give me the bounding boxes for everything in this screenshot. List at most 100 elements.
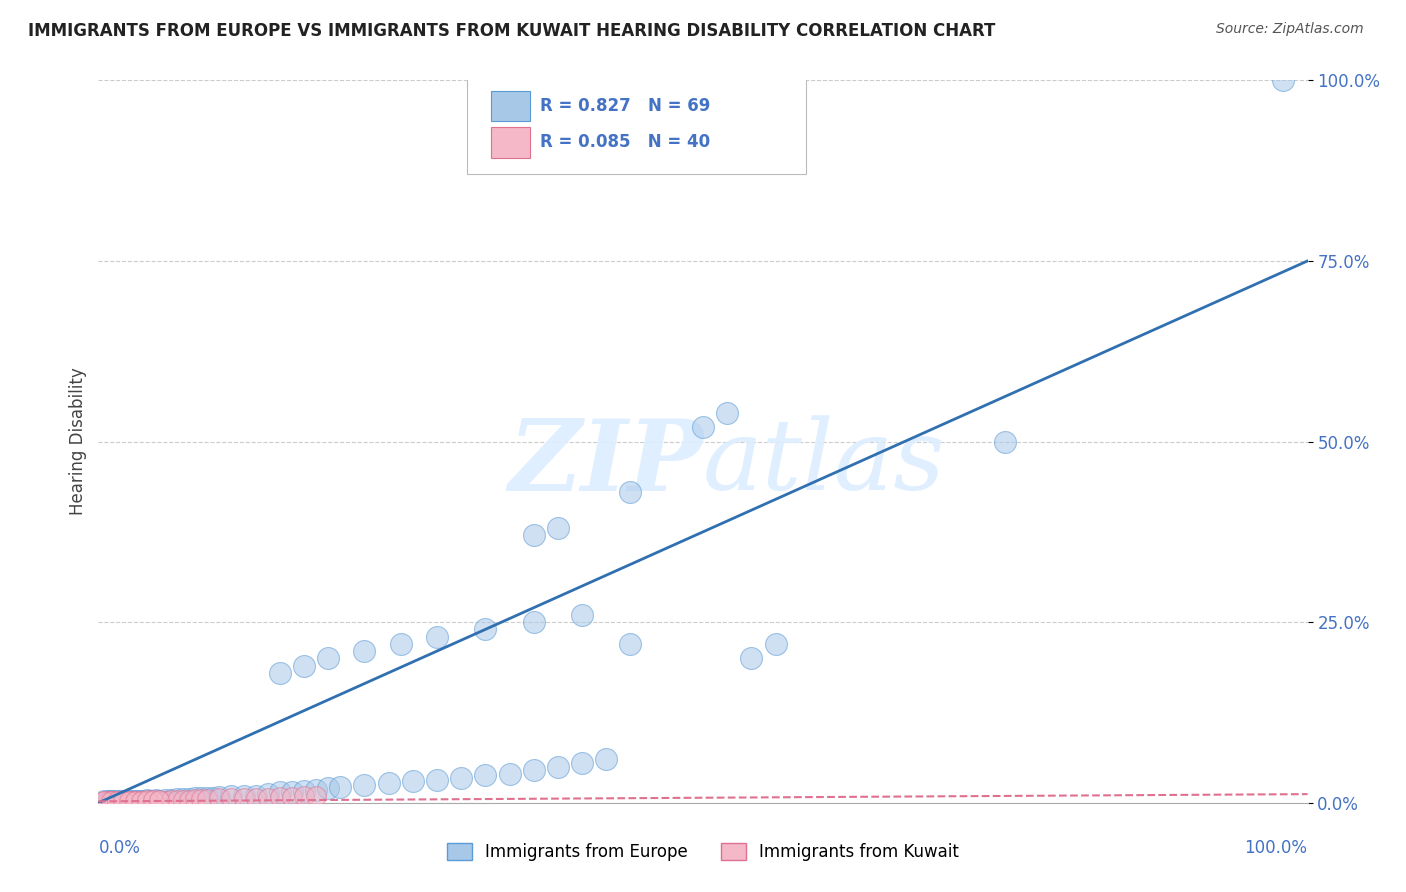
Point (179, 793, 201, 807)
Point (135, 794, 157, 808)
Point (292, 789, 315, 804)
Point (523, 764, 546, 778)
Point (256, 787, 278, 801)
Point (692, 420, 714, 434)
Point (195, 792, 218, 806)
Text: R = 0.085   N = 40: R = 0.085 N = 40 (540, 134, 710, 152)
Point (221, 789, 243, 804)
Point (377, 775, 399, 789)
Point (108, 794, 131, 808)
Point (160, 793, 183, 807)
Point (93, 794, 115, 808)
Point (142, 794, 165, 808)
Point (221, 791, 243, 805)
Point (114, 794, 136, 808)
Point (160, 793, 183, 807)
Point (232, 790, 254, 805)
Point (121, 794, 143, 808)
Point (245, 790, 267, 805)
Point (93, 794, 115, 808)
Legend: Immigrants from Europe, Immigrants from Kuwait: Immigrants from Europe, Immigrants from … (440, 837, 966, 868)
Point (426, 630, 449, 644)
Point (232, 789, 254, 803)
Point (571, 607, 593, 622)
Point (305, 789, 328, 804)
FancyBboxPatch shape (492, 91, 530, 121)
Point (105, 794, 128, 808)
Point (208, 791, 231, 805)
Point (145, 793, 167, 807)
Point (166, 792, 188, 806)
Point (172, 793, 194, 807)
Point (100, 794, 122, 808)
Point (292, 658, 315, 673)
Point (97, 794, 120, 808)
Y-axis label: Hearing Disability: Hearing Disability (69, 368, 87, 516)
Point (118, 794, 141, 808)
Point (269, 790, 291, 805)
Point (994, 434, 1017, 449)
Point (184, 792, 207, 806)
Point (571, 756, 593, 770)
Point (129, 794, 152, 808)
Text: IMMIGRANTS FROM EUROPE VS IMMIGRANTS FROM KUWAIT HEARING DISABILITY CORRELATION : IMMIGRANTS FROM EUROPE VS IMMIGRANTS FRO… (28, 22, 995, 40)
Point (765, 637, 787, 651)
Point (105, 794, 128, 808)
Point (619, 637, 641, 651)
Point (153, 793, 176, 807)
Point (619, 485, 641, 500)
Point (256, 790, 278, 805)
Point (202, 790, 225, 805)
Point (450, 771, 472, 785)
Point (124, 794, 146, 808)
Point (135, 793, 157, 807)
Point (1272, 73, 1295, 87)
Text: R = 0.827   N = 69: R = 0.827 N = 69 (540, 97, 710, 115)
FancyBboxPatch shape (492, 128, 530, 158)
Point (292, 784, 315, 798)
Point (105, 794, 128, 808)
Point (134, 794, 156, 808)
Point (93, 794, 115, 808)
Point (353, 644, 375, 658)
Point (179, 792, 201, 806)
Point (547, 760, 569, 774)
Point (208, 790, 231, 805)
Point (124, 794, 146, 808)
Point (108, 794, 131, 808)
Point (389, 637, 412, 651)
Point (245, 789, 267, 803)
Point (190, 792, 212, 806)
FancyBboxPatch shape (467, 77, 806, 174)
Point (129, 794, 152, 808)
Point (184, 791, 207, 805)
Point (353, 778, 375, 792)
Text: ZIP: ZIP (508, 415, 703, 511)
Text: 0.0%: 0.0% (98, 838, 141, 857)
Point (118, 794, 141, 808)
Point (101, 794, 124, 808)
Point (474, 768, 496, 782)
Point (716, 406, 738, 420)
Point (316, 781, 339, 796)
Point (195, 790, 218, 805)
Point (100, 794, 122, 808)
Point (142, 793, 165, 807)
Text: 100.0%: 100.0% (1244, 838, 1308, 857)
Point (281, 790, 304, 805)
Point (547, 521, 569, 535)
Point (124, 794, 146, 808)
Text: atlas: atlas (703, 416, 946, 511)
Point (111, 794, 134, 808)
Point (148, 793, 170, 807)
Point (329, 780, 352, 794)
Point (402, 774, 425, 789)
Point (135, 793, 157, 807)
Point (269, 665, 291, 680)
Point (100, 794, 122, 808)
Text: Source: ZipAtlas.com: Source: ZipAtlas.com (1216, 22, 1364, 37)
Point (305, 782, 328, 797)
Point (118, 794, 141, 808)
Point (172, 792, 194, 806)
Point (523, 615, 546, 630)
